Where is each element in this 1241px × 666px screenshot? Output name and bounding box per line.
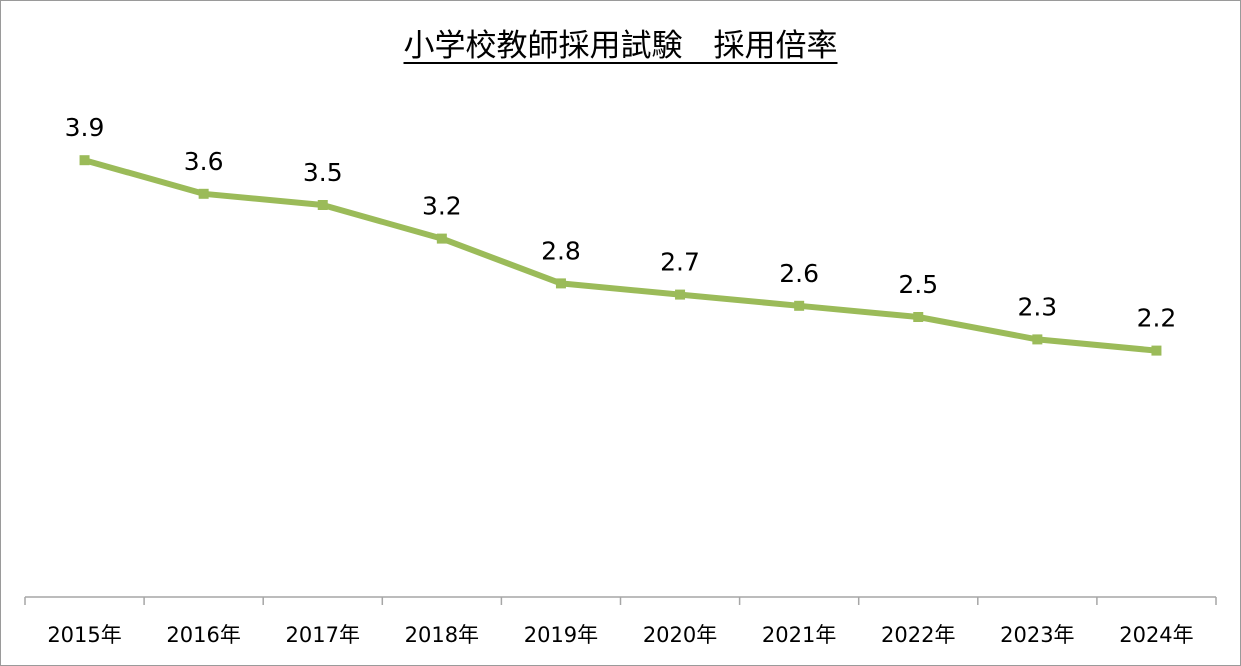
x-tick-label: 2018年 bbox=[405, 623, 479, 647]
data-point bbox=[1032, 334, 1043, 345]
x-tick-label: 2017年 bbox=[286, 623, 360, 647]
data-label: 2.2 bbox=[1137, 304, 1177, 333]
data-point bbox=[436, 233, 447, 244]
data-label: 2.8 bbox=[541, 236, 581, 265]
x-tick-label: 2016年 bbox=[166, 623, 240, 647]
data-point bbox=[79, 155, 90, 166]
x-tick-label: 2022年 bbox=[881, 623, 955, 647]
data-label: 2.5 bbox=[898, 270, 938, 299]
data-point bbox=[198, 188, 209, 199]
data-label: 2.3 bbox=[1017, 292, 1057, 321]
x-tick-label: 2019年 bbox=[524, 623, 598, 647]
data-point bbox=[317, 200, 328, 210]
data-point bbox=[555, 278, 566, 289]
data-label: 3.5 bbox=[303, 158, 343, 187]
data-label: 3.2 bbox=[422, 192, 462, 221]
data-label-layer: 3.9 3.6 3.5 3.2 2.8 2.7 2.6 2.5 2.3 2.2 bbox=[65, 113, 1177, 332]
data-point bbox=[1151, 345, 1162, 356]
data-point bbox=[794, 300, 805, 311]
data-label: 3.9 bbox=[65, 113, 105, 142]
x-tick-label: 2020年 bbox=[643, 623, 717, 647]
series-line-layer bbox=[79, 155, 1162, 356]
x-tick-label: 2023年 bbox=[1000, 623, 1074, 647]
x-tick-label: 2024年 bbox=[1119, 623, 1193, 647]
data-label: 2.6 bbox=[779, 259, 819, 288]
data-label: 2.7 bbox=[660, 248, 700, 277]
x-axis bbox=[24, 596, 1217, 605]
chart-title: 小学校教師採用試験 採用倍率 bbox=[403, 28, 838, 64]
x-tick-label: 2021年 bbox=[762, 623, 836, 647]
series-line bbox=[83, 157, 1157, 354]
data-point bbox=[913, 312, 924, 322]
data-point bbox=[675, 289, 686, 300]
x-tick-label: 2015年 bbox=[47, 623, 121, 647]
data-label: 3.6 bbox=[184, 147, 224, 176]
x-tick-label-layer: 2015年 2016年 2017年 2018年 2019年 2020年 2021年 2022年… bbox=[47, 623, 1193, 647]
